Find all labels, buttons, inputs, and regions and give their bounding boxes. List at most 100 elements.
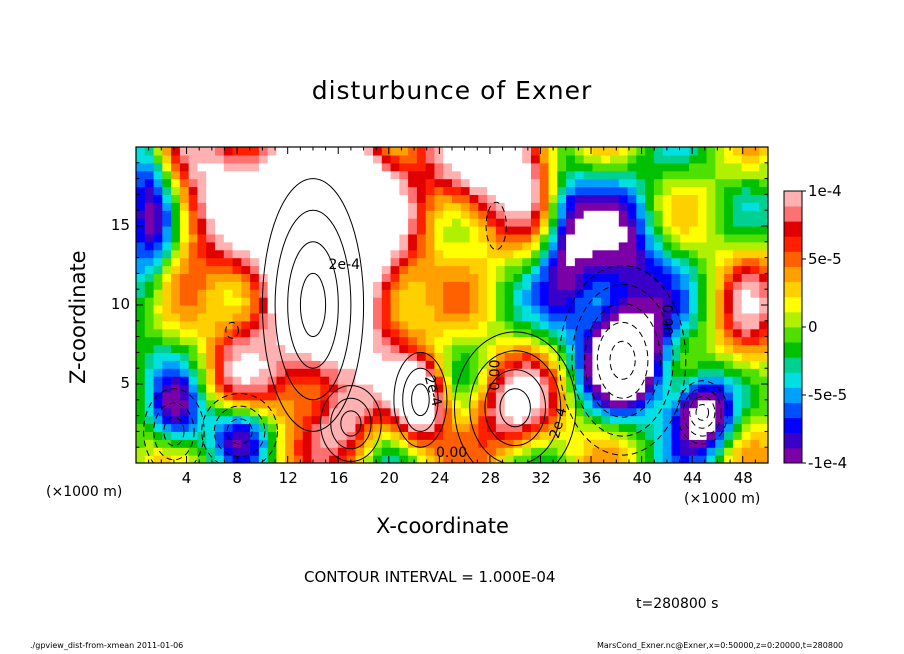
field-cell <box>759 154 768 164</box>
field-cell <box>364 226 374 235</box>
colorbar-tick-label: -1e-4 <box>808 454 848 472</box>
field-cell <box>434 162 444 172</box>
field-cell <box>179 320 190 330</box>
field-cell <box>732 305 743 314</box>
field-cell <box>460 368 471 377</box>
field-cell <box>443 368 453 377</box>
field-cell <box>434 368 444 377</box>
field-cell <box>715 249 725 259</box>
field-cell <box>302 391 313 401</box>
field-cell <box>381 305 392 314</box>
field-cell <box>258 312 269 322</box>
field-cell <box>557 289 567 298</box>
field-cell <box>741 352 752 361</box>
field-cell <box>311 368 321 377</box>
axis-ticks <box>136 147 768 463</box>
field-cell <box>390 415 400 425</box>
field-cell <box>557 360 567 369</box>
field-cell <box>460 455 471 463</box>
field-cell <box>416 202 427 211</box>
field-cell <box>636 352 646 361</box>
field-cell <box>610 305 620 314</box>
field-cell <box>443 265 453 274</box>
field-cell <box>337 281 348 290</box>
field-cell <box>715 305 725 314</box>
field-cell <box>653 447 664 456</box>
field-cell <box>215 210 225 219</box>
field-cell <box>258 305 269 314</box>
field-cell <box>504 202 515 211</box>
field-cell <box>373 391 383 401</box>
field-cell <box>759 399 768 409</box>
field-cell <box>706 305 716 314</box>
field-cell <box>294 147 304 156</box>
field-cell <box>706 218 716 227</box>
field-cell <box>188 399 199 409</box>
field-cell <box>188 257 199 267</box>
field-cell <box>566 431 576 440</box>
field-cell <box>267 447 278 456</box>
field-cell <box>162 241 172 251</box>
field-cell <box>311 415 321 425</box>
field-cell <box>223 170 234 180</box>
field-cell <box>346 312 357 322</box>
field-cell <box>399 312 409 322</box>
field-cell <box>162 415 172 425</box>
field-cell <box>601 423 611 432</box>
field-cell <box>162 178 172 188</box>
field-cell <box>302 202 313 211</box>
field-cell <box>294 249 304 259</box>
field-cell <box>610 162 620 172</box>
field-cell <box>206 194 216 203</box>
field-cell <box>504 194 515 203</box>
field-cell <box>478 162 488 172</box>
field-cell <box>697 257 708 267</box>
field-cell <box>364 352 374 361</box>
field-cell <box>250 257 260 267</box>
field-cell <box>443 249 453 259</box>
colorbar-segment <box>784 327 802 343</box>
field-cell <box>574 376 585 385</box>
field-cell <box>592 249 602 259</box>
field-cell <box>399 289 409 298</box>
field-cell <box>653 431 664 440</box>
field-cell <box>715 447 725 456</box>
field-cell <box>399 391 409 401</box>
field-cell <box>759 170 768 180</box>
field-cell <box>206 249 216 259</box>
field-cell <box>680 210 690 219</box>
field-cell <box>258 384 269 393</box>
field-cell <box>697 202 708 211</box>
field-cell <box>680 328 690 338</box>
field-cell <box>381 162 392 172</box>
field-cell <box>346 376 357 385</box>
field-cell <box>706 384 716 393</box>
field-cell <box>258 415 269 425</box>
field-cell <box>408 265 418 274</box>
field-cell <box>144 391 155 401</box>
field-cell <box>241 320 251 330</box>
field-cell <box>645 328 655 338</box>
field-cell <box>197 226 207 235</box>
field-cell <box>364 162 374 172</box>
field-cell <box>223 407 234 417</box>
field-cell <box>531 147 541 156</box>
field-cell <box>487 281 497 290</box>
field-cell <box>715 147 725 156</box>
field-cell <box>495 241 506 251</box>
field-cell <box>250 305 260 314</box>
field-cell <box>452 289 462 298</box>
field-cell <box>610 447 620 456</box>
field-cell <box>162 312 172 322</box>
field-cell <box>592 170 602 180</box>
field-cell <box>425 265 436 274</box>
field-cell <box>294 297 304 306</box>
field-cell <box>566 399 576 409</box>
field-cell <box>487 226 497 235</box>
field-cell <box>241 233 251 243</box>
field-cell <box>136 202 146 211</box>
field-cell <box>320 328 330 338</box>
field-cell <box>276 273 286 282</box>
field-cell <box>250 194 260 203</box>
field-cell <box>574 154 585 164</box>
